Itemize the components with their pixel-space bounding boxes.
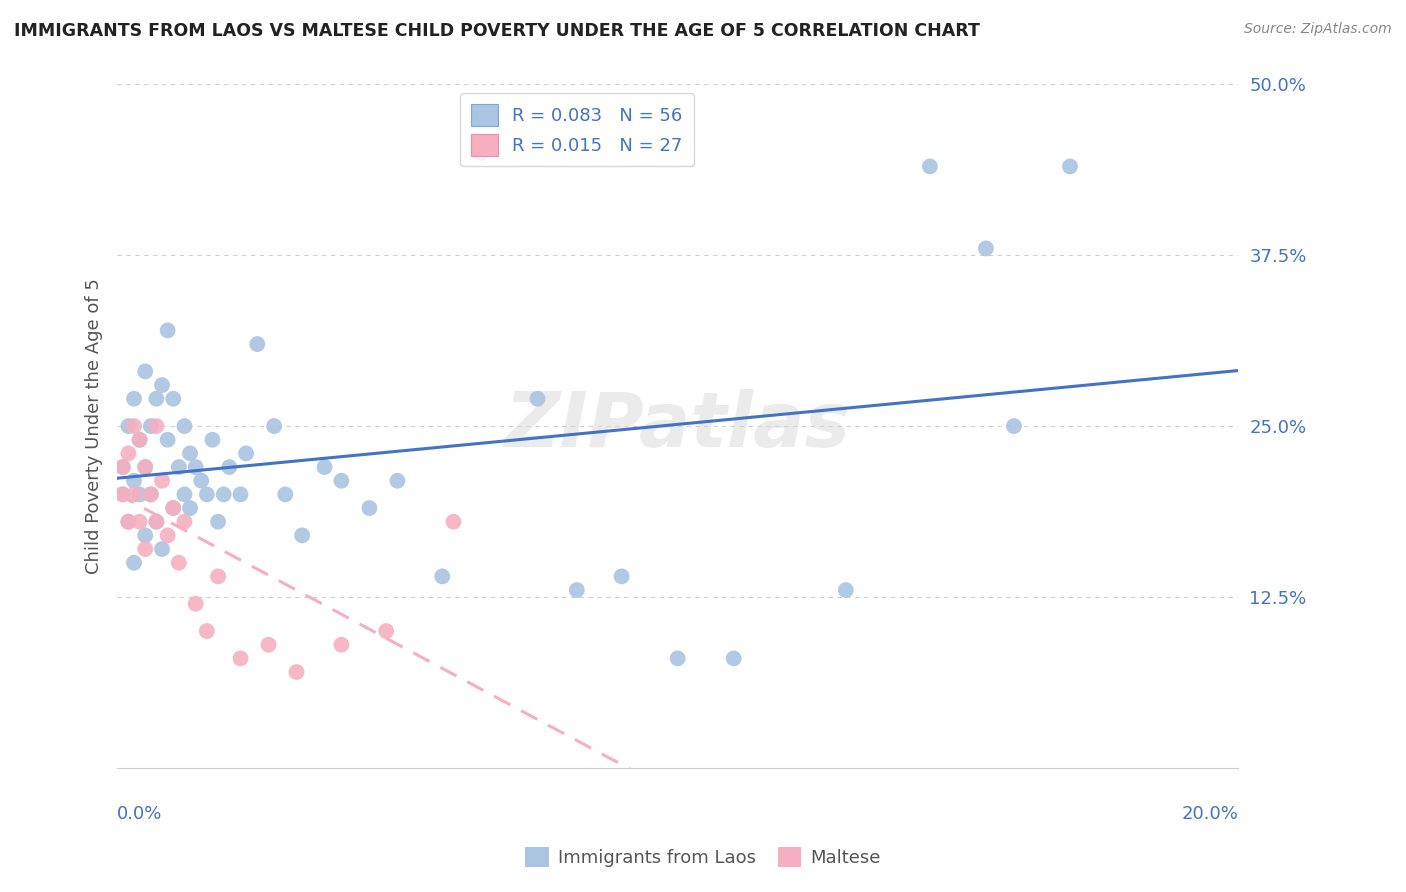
Point	[145, 419, 167, 434]
Point	[974, 242, 997, 256]
Point	[150, 542, 173, 557]
Point	[134, 542, 156, 557]
Point	[291, 528, 314, 542]
Point	[122, 419, 145, 434]
Point	[134, 460, 156, 475]
Point	[111, 487, 134, 501]
Point	[432, 569, 454, 583]
Point	[229, 487, 252, 501]
Point	[150, 474, 173, 488]
Point	[117, 446, 139, 460]
Point	[167, 460, 190, 475]
Point	[218, 460, 240, 475]
Point	[235, 446, 257, 460]
Text: 0.0%: 0.0%	[117, 805, 163, 823]
Point	[117, 515, 139, 529]
Point	[195, 624, 218, 638]
Point	[150, 378, 173, 392]
Text: 20.0%: 20.0%	[1181, 805, 1239, 823]
Point	[134, 364, 156, 378]
Point	[190, 474, 212, 488]
Point	[184, 597, 207, 611]
Point	[167, 556, 190, 570]
Point	[122, 392, 145, 406]
Point	[156, 323, 179, 337]
Point	[274, 487, 297, 501]
Point	[162, 501, 184, 516]
Point	[285, 665, 308, 679]
Point	[201, 433, 224, 447]
Text: Source: ZipAtlas.com: Source: ZipAtlas.com	[1244, 22, 1392, 37]
Point	[246, 337, 269, 351]
Point	[526, 392, 548, 406]
Point	[139, 487, 162, 501]
Point	[314, 460, 336, 475]
Point	[156, 528, 179, 542]
Legend: Immigrants from Laos, Maltese: Immigrants from Laos, Maltese	[519, 839, 887, 874]
Point	[173, 419, 195, 434]
Point	[359, 501, 381, 516]
Text: IMMIGRANTS FROM LAOS VS MALTESE CHILD POVERTY UNDER THE AGE OF 5 CORRELATION CHA: IMMIGRANTS FROM LAOS VS MALTESE CHILD PO…	[14, 22, 980, 40]
Point	[122, 556, 145, 570]
Point	[111, 487, 134, 501]
Point	[117, 419, 139, 434]
Point	[184, 460, 207, 475]
Point	[835, 582, 858, 597]
Point	[134, 528, 156, 542]
Point	[111, 460, 134, 475]
Point	[330, 638, 353, 652]
Point	[723, 651, 745, 665]
Point	[139, 487, 162, 501]
Point	[122, 487, 145, 501]
Point	[156, 433, 179, 447]
Point	[173, 515, 195, 529]
Point	[207, 515, 229, 529]
Point	[263, 419, 285, 434]
Point	[610, 569, 633, 583]
Point	[111, 460, 134, 475]
Point	[145, 515, 167, 529]
Point	[229, 651, 252, 665]
Point	[162, 501, 184, 516]
Point	[443, 515, 465, 529]
Point	[122, 474, 145, 488]
Point	[257, 638, 280, 652]
Point	[666, 651, 689, 665]
Point	[128, 515, 150, 529]
Y-axis label: Child Poverty Under the Age of 5: Child Poverty Under the Age of 5	[86, 278, 103, 574]
Point	[179, 446, 201, 460]
Point	[212, 487, 235, 501]
Point	[134, 460, 156, 475]
Point	[162, 392, 184, 406]
Text: ZIPatlas: ZIPatlas	[505, 389, 851, 463]
Point	[128, 433, 150, 447]
Point	[1059, 160, 1081, 174]
Point	[145, 515, 167, 529]
Point	[207, 569, 229, 583]
Point	[375, 624, 398, 638]
Point	[330, 474, 353, 488]
Point	[139, 419, 162, 434]
Legend: R = 0.083   N = 56, R = 0.015   N = 27: R = 0.083 N = 56, R = 0.015 N = 27	[460, 94, 693, 167]
Point	[145, 392, 167, 406]
Point	[387, 474, 409, 488]
Point	[179, 501, 201, 516]
Point	[565, 582, 588, 597]
Point	[918, 160, 941, 174]
Point	[195, 487, 218, 501]
Point	[1002, 419, 1025, 434]
Point	[128, 433, 150, 447]
Point	[128, 487, 150, 501]
Point	[470, 145, 492, 160]
Point	[173, 487, 195, 501]
Point	[117, 515, 139, 529]
